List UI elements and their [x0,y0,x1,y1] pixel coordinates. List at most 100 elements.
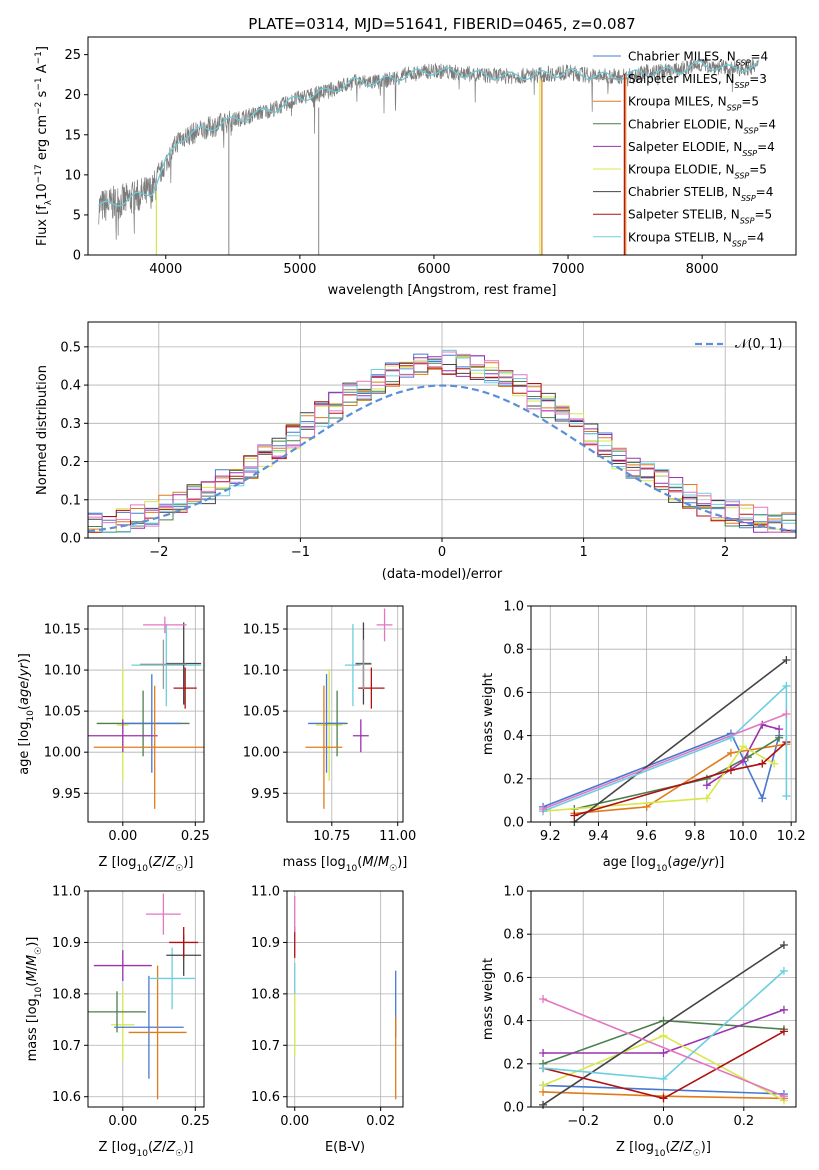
y-tick-label: 20 [64,88,81,103]
mass-weight-line [542,1084,785,1095]
mass-weight-line [542,684,788,812]
y-tick-label: 0 [73,249,81,264]
axes-residuals: −2 −1 0 1 2 0.0 0.1 0.2 0.3 0.4 0.5 (data-model)/er… [35,321,797,582]
mass-weight-marker [539,1081,548,1090]
x-tick-label: 7000 [551,262,584,277]
mass-weight-marker [779,1092,788,1101]
x-tick-label: 10.75 [313,829,350,844]
mass-weight-marker [539,1100,548,1109]
x-axis-label: E(B-V) [325,1140,365,1155]
y-tick-label: 0.0 [503,816,524,831]
spectrum-plot-area [98,57,759,255]
mass-weight-line [574,741,787,817]
x-tick-label: 0.25 [181,1114,210,1129]
errorbar-point [143,616,187,634]
x-tick-label: 0.00 [108,829,137,844]
axes-frame [87,36,797,256]
y-tick-label: 0.0 [60,532,81,547]
legend-label: Salpeter ELODIE, NSSP=4 [628,140,775,158]
y-tick-label: 0.6 [503,686,524,701]
x-tick-label: 9.2 [540,829,561,844]
y-tick-label: 0.2 [503,1057,524,1072]
legend-label: Kroupa MILES, NSSP=5 [628,95,759,113]
weight-plot-area [539,941,788,1109]
model-spectrum-line [98,60,759,207]
y-tick-label: 10.7 [52,1039,81,1054]
y-tick-label: 10.00 [243,746,280,761]
histogram-step-line [88,351,796,533]
y-tick-label: 10.10 [44,664,81,679]
errorbar-point [169,927,199,958]
errorbar-point [376,608,393,642]
mass-weight-line [574,743,787,815]
y-tick-label: 9.95 [52,787,81,802]
errorbar-point [114,975,184,1079]
mass-weight-marker [779,1027,788,1036]
mass-weight-marker [779,941,788,949]
mass-weight-marker [739,757,747,766]
mass-weight-marker [659,1094,668,1103]
axes-age_vs_Z: 0.00 0.25 9.95 10.00 10.05 10.10 10.15 Z [log10… [17,605,210,874]
x-tick-label: 9.8 [684,829,705,844]
axes-massweight_vs_age: 9.2 9.4 9.6 9.8 10.0 10.2 0.0 0.2 0.4 0.6 0.8 1.0 ag… [481,600,806,875]
y-tick-label: 1.0 [503,600,524,615]
mass-weight-marker [782,710,791,718]
x-tick-label: 11.00 [379,829,416,844]
errorbar-point [146,893,181,935]
mass-weight-marker [782,792,791,801]
x-tick-label: 0.0 [653,1114,674,1129]
y-tick-label: 10.8 [52,987,81,1002]
errorbar-point [305,685,343,809]
axes-frame [87,605,205,823]
y-tick-label: 0.1 [60,493,81,508]
legend-label: Chabrier ELODIE, NSSP=4 [628,117,776,135]
axes-spectrum: 4000 5000 6000 7000 8000 0 5 10 15 20 25 wavelength… [34,36,797,298]
mass-weight-marker [539,1049,548,1057]
axes-frame [286,890,404,1108]
errorbar-point [308,674,345,773]
y-tick-label: 10.15 [44,622,81,637]
y-tick-label: 10.10 [243,664,280,679]
x-axis-label: mass [log10(M/M☉)] [283,855,408,874]
y-tick-label: 10.8 [251,987,280,1002]
mass-weight-marker [659,1016,668,1025]
mass-weight-marker [758,794,767,803]
x-tick-label: −1 [291,545,310,560]
y-tick-label: 10.9 [52,936,81,951]
mass-weight-marker [779,966,788,975]
mass-weight-marker [659,1049,668,1057]
x-tick-label: 2 [721,545,729,560]
errorbar-point [352,719,369,753]
y-tick-label: 10.05 [44,705,81,720]
axes-frame [286,605,404,823]
mass-weight-marker [659,1074,668,1083]
y-axis-label: age [log10(age/yr)] [17,653,36,775]
errorbar-point [93,685,204,809]
axes-frame [530,605,797,823]
x-tick-label: 5000 [283,262,316,277]
errorbar-plot-area [88,893,202,1100]
x-tick-label: 0 [438,545,446,560]
legend-label: Chabrier MILES, NSSP=4 [628,50,768,68]
mass-weight-line [573,659,787,823]
errorbar-point [358,667,385,709]
x-tick-label: 1 [579,545,587,560]
mass-weight-line [542,998,785,1097]
x-axis-label: Z [log10(Z/Z☉)] [99,855,194,874]
mass-weight-marker [726,766,735,775]
x-tick-label: 6000 [417,262,450,277]
y-axis-label: mass weight [481,673,496,755]
errorbar-point [316,669,343,781]
errorbar-plot-area [305,608,393,809]
legend-label: 𝒩(0, 1) [735,337,782,352]
spectrum-legend: Chabrier MILES, NSSP=4 Salpeter MILES, NS… [593,50,776,248]
errorbar-point [88,991,146,1033]
y-tick-label: 5 [73,208,81,223]
errorbar-plot-area [294,896,397,1100]
y-tick-label: 0.4 [503,729,524,744]
y-tick-label: 0.3 [60,417,81,432]
x-tick-label: 9.4 [588,829,609,844]
axes-mass_vs_Z: 0.00 0.25 10.6 10.7 10.8 10.9 11.0 Z [log10(Z/Z… [25,885,210,1160]
mass-weight-marker [539,805,548,814]
